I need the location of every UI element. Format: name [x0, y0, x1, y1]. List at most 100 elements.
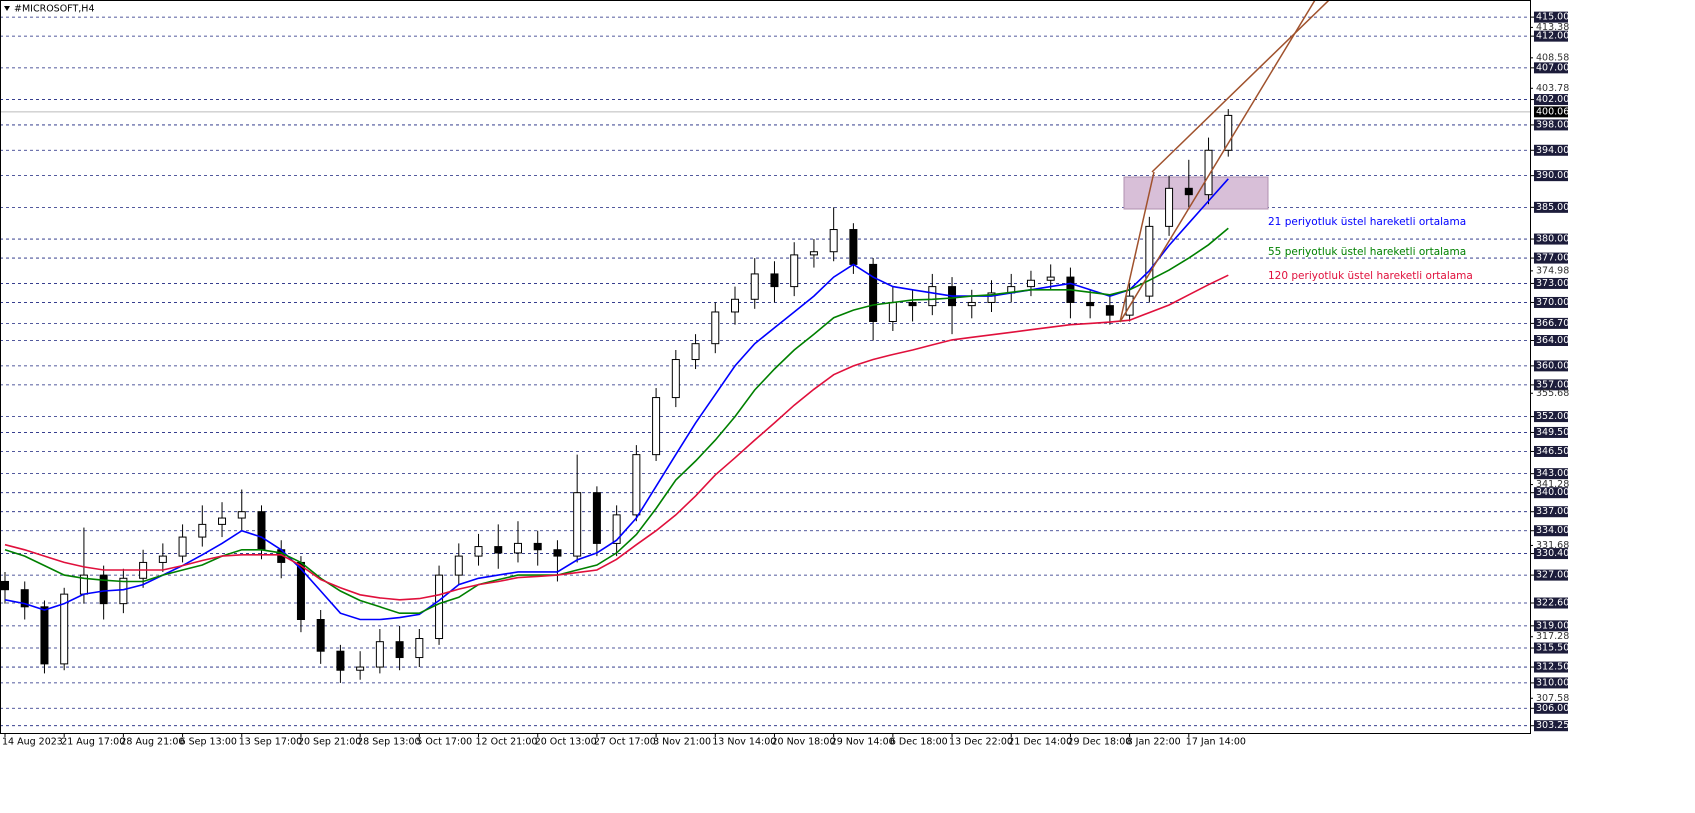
y-tick-label-bg	[1534, 379, 1568, 391]
candle-body	[1086, 301, 1095, 307]
candle-body	[336, 650, 345, 671]
trend-line	[1119, 0, 1316, 323]
y-tick-label-bg	[1534, 597, 1568, 609]
candle-body	[987, 292, 996, 303]
candle-body	[711, 311, 720, 345]
y-tick-label-bg	[1534, 468, 1568, 480]
y-tick-label: 412.00	[1536, 31, 1569, 42]
candle-body	[40, 606, 49, 665]
chart-title: #MICROSOFT,H4	[14, 4, 95, 15]
ema-line	[4, 274, 1229, 601]
candle-body	[612, 514, 621, 544]
trend-line	[1119, 171, 1155, 323]
y-tick-label: 310.00	[1536, 677, 1569, 688]
y-tick-label: 402.00	[1536, 94, 1569, 105]
y-tick-label: 327.00	[1536, 570, 1569, 581]
minor-y-tick-label: 408.58	[1536, 52, 1569, 63]
candle-body	[1184, 187, 1193, 196]
x-tick-label: 3 Nov 21:00	[653, 737, 711, 748]
x-tick-label: 20 Oct 13:00	[535, 737, 597, 748]
candle-body	[1026, 279, 1035, 288]
plot-frame	[0, 0, 1531, 734]
candle-body	[237, 511, 246, 519]
minor-y-tick-label: 374.98	[1536, 265, 1569, 276]
y-tick-label-bg	[1534, 62, 1568, 74]
y-tick-label: 322.60	[1536, 598, 1569, 609]
x-tick-label: 6 Dec 18:00	[890, 737, 948, 748]
y-tick-label-bg	[1534, 144, 1568, 156]
y-tick-label-bg	[1534, 296, 1568, 308]
series-label: 21 periyotluk üstel hareketli ortalama	[1268, 216, 1466, 228]
minor-y-tick-label: 403.78	[1536, 83, 1569, 94]
x-tick-label: 6 Sep 13:00	[180, 737, 237, 748]
minor-y-tick-label: 331.68	[1536, 540, 1569, 551]
candle-body	[770, 273, 779, 288]
y-tick-label-bg	[1534, 94, 1568, 106]
candle-body	[1165, 187, 1174, 227]
candle-body	[592, 492, 601, 544]
candle-body	[119, 577, 128, 605]
y-tick-label: 407.00	[1536, 62, 1569, 73]
candle-body	[849, 229, 858, 265]
x-tick-label: 17 Jan 14:00	[1186, 737, 1246, 748]
y-tick-label: 357.00	[1536, 379, 1569, 390]
y-tick-label-bg	[1534, 525, 1568, 537]
y-tick-label-bg	[1534, 252, 1568, 264]
x-tick-label: 8 Jan 22:00	[1127, 737, 1181, 748]
candle-body	[553, 549, 562, 557]
x-tick-label: 13 Sep 17:00	[239, 737, 302, 748]
candle-body	[1, 580, 9, 591]
candle-body	[691, 343, 700, 361]
candle-body	[178, 536, 187, 557]
candle-body	[928, 286, 937, 307]
x-tick-label: 13 Nov 14:00	[712, 737, 776, 748]
candle-body	[1105, 305, 1114, 316]
y-tick-label: 312.50	[1536, 662, 1569, 673]
x-tick-label: 29 Nov 14:00	[831, 737, 895, 748]
x-tick-label: 14 Aug 2023	[2, 737, 63, 748]
y-tick-label-bg	[1534, 445, 1568, 457]
series-label: 120 periyotluk üstel hareketli ortalama	[1268, 270, 1473, 282]
y-tick-label: 330.40	[1536, 548, 1569, 559]
y-tick-label: 303.25	[1536, 720, 1569, 731]
series-label: 55 periyotluk üstel hareketli ortalama	[1268, 246, 1466, 258]
current-price-bg	[1534, 106, 1568, 118]
y-tick-label: 343.00	[1536, 468, 1569, 479]
candle-body	[454, 555, 463, 576]
candle-body	[375, 641, 384, 668]
x-tick-label: 29 Dec 18:00	[1067, 737, 1131, 748]
x-tick-label: 12 Oct 21:00	[476, 737, 538, 748]
minor-y-tick-label: 355.68	[1536, 388, 1569, 399]
candle-body	[415, 638, 424, 659]
y-tick-label-bg	[1534, 426, 1568, 438]
candle-body	[395, 641, 404, 659]
x-tick-label: 27 Oct 17:00	[594, 737, 656, 748]
candle-body	[60, 593, 69, 665]
candle-body	[750, 273, 759, 300]
candle-body	[671, 359, 680, 399]
y-tick-label-bg	[1534, 119, 1568, 131]
candle-body	[158, 555, 167, 563]
y-tick-label: 394.00	[1536, 145, 1569, 156]
candle-body	[198, 523, 207, 538]
candle-body	[435, 574, 444, 640]
y-tick-label-bg	[1534, 702, 1568, 714]
minor-y-tick-label: 413.38	[1536, 22, 1569, 33]
x-tick-label: 20 Nov 18:00	[771, 737, 835, 748]
y-tick-label: 337.00	[1536, 506, 1569, 517]
y-tick-label-bg	[1534, 677, 1568, 689]
y-tick-label: 380.00	[1536, 234, 1569, 245]
y-tick-label-bg	[1534, 317, 1568, 329]
y-tick-label-bg	[1534, 620, 1568, 632]
current-price-label: 400.06	[1536, 106, 1569, 117]
y-tick-label-bg	[1534, 360, 1568, 372]
x-tick-label: 21 Aug 17:00	[61, 737, 125, 748]
x-tick-label: 13 Dec 22:00	[949, 737, 1013, 748]
ema-line	[4, 227, 1229, 615]
y-tick-label-bg	[1534, 233, 1568, 245]
y-tick-label: 352.00	[1536, 411, 1569, 422]
y-tick-label: 315.50	[1536, 643, 1569, 654]
candle-body	[632, 454, 641, 516]
